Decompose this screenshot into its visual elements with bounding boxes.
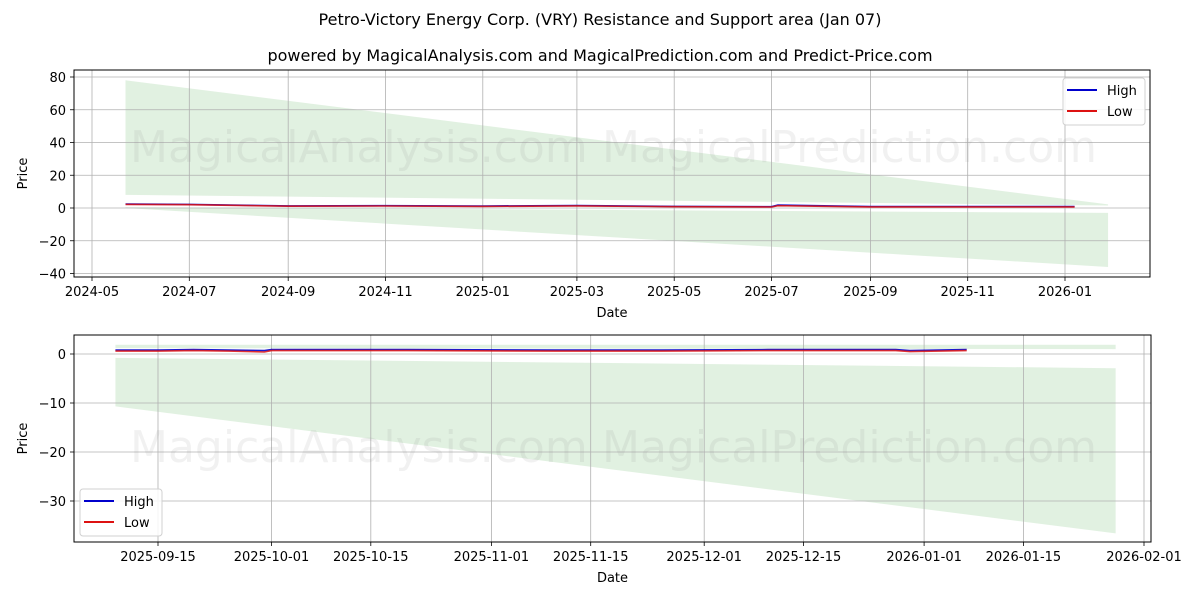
x-tick-label: 2025-11-15 [553,550,629,565]
x-axis-label: Date [596,306,627,321]
x-tick-label: 2025-05 [647,285,701,300]
x-tick-label: 2025-07 [744,285,798,300]
chart-panel-1: MagicalAnalysis.com MagicalPrediction.com… [16,69,1151,321]
x-tick-label: 2025-12-15 [766,550,842,565]
chart-title: Petro-Victory Energy Corp. (VRY) Resista… [318,10,882,29]
band-group [115,344,1116,534]
legend: High Low [79,488,163,537]
support-area-band [115,357,1116,534]
x-tick-label: 2024-09 [261,285,315,300]
x-tick-label: 2025-01 [456,285,510,300]
x-tick-label: 2025-10-15 [333,550,409,565]
x-tick-label: 2025-12-01 [666,550,742,565]
y-tick-label: −30 [39,495,66,510]
y-tick-label: 60 [49,104,66,119]
band-group [125,80,1109,267]
chart-panel-2: MagicalAnalysis.com MagicalPrediction.com… [16,334,1182,586]
y-tick-label: −40 [39,268,66,283]
y-tick-label: 0 [58,348,66,363]
legend-label-high: High [1107,84,1137,99]
x-tick-label: 2025-09-15 [120,550,196,565]
x-tick-label: 2025-11-01 [454,550,530,565]
x-tick-label: 2026-01 [1038,285,1092,300]
y-tick-label: 0 [58,202,66,217]
x-tick-label: 2024-07 [162,285,216,300]
y-tick-label: −20 [39,446,66,461]
y-tick-label: −10 [39,397,66,412]
series-group [115,348,967,353]
x-tick-label: 2025-09 [843,285,897,300]
legend: High Low [1062,77,1146,126]
series-low-line [125,203,1075,208]
watermark: MagicalAnalysis.com [130,422,588,473]
legend-label-high: High [124,495,154,510]
series-high-line [115,348,967,352]
x-tick-label: 2024-05 [65,285,119,300]
y-axis-label: Price [16,423,31,455]
y-tick-label: −20 [39,235,66,250]
x-tick-label: 2024-11 [358,285,412,300]
grid [74,70,1150,277]
y-tick-label: 40 [49,137,66,152]
support-area-band [125,207,1109,267]
legend-label-low: Low [124,516,150,531]
legend-label-low: Low [1107,105,1133,120]
watermark: MagicalAnalysis.com [130,122,588,173]
resistance-area-band [125,80,1109,206]
watermark: MagicalPrediction.com [602,122,1097,173]
watermark: MagicalPrediction.com [602,422,1097,473]
y-tick-label: 20 [49,169,66,184]
x-axis-label: Date [597,571,628,586]
chart-subtitle: powered by MagicalAnalysis.com and Magic… [267,46,933,65]
x-tick-label: 2025-03 [550,285,604,300]
x-tick-label: 2025-11 [941,285,995,300]
x-tick-label: 2026-01-01 [886,550,962,565]
series-group [125,203,1075,208]
grid [74,335,1151,542]
x-tick-label: 2025-10-01 [234,550,310,565]
series-low-line [115,349,967,353]
axes-frame [73,334,1152,543]
y-axis-label: Price [16,158,31,190]
axes-frame [73,69,1151,278]
resistance-area-band [115,344,1116,350]
y-tick-label: 80 [49,71,66,86]
x-tick-label: 2026-01-15 [986,550,1062,565]
x-tick-label: 2026-02-01 [1106,550,1182,565]
